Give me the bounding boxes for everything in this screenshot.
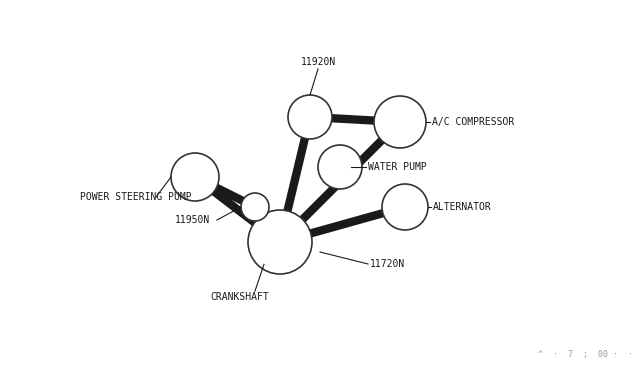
Text: 11950N: 11950N (175, 215, 211, 225)
Text: POWER STEERING PUMP: POWER STEERING PUMP (80, 192, 191, 202)
Circle shape (318, 145, 362, 189)
Text: 11720N: 11720N (370, 259, 405, 269)
Text: A/C COMPRESSOR: A/C COMPRESSOR (432, 117, 515, 127)
Text: ^  ·  7  ;  00 ·  ·: ^ · 7 ; 00 · · (538, 350, 632, 359)
Circle shape (288, 95, 332, 139)
Circle shape (382, 184, 428, 230)
Text: ALTERNATOR: ALTERNATOR (433, 202, 492, 212)
Circle shape (248, 210, 312, 274)
Text: CRANKSHAFT: CRANKSHAFT (210, 292, 269, 302)
Circle shape (241, 193, 269, 221)
Circle shape (374, 96, 426, 148)
Text: WATER PUMP: WATER PUMP (368, 162, 427, 172)
Text: 11920N: 11920N (300, 57, 335, 67)
Circle shape (171, 153, 219, 201)
